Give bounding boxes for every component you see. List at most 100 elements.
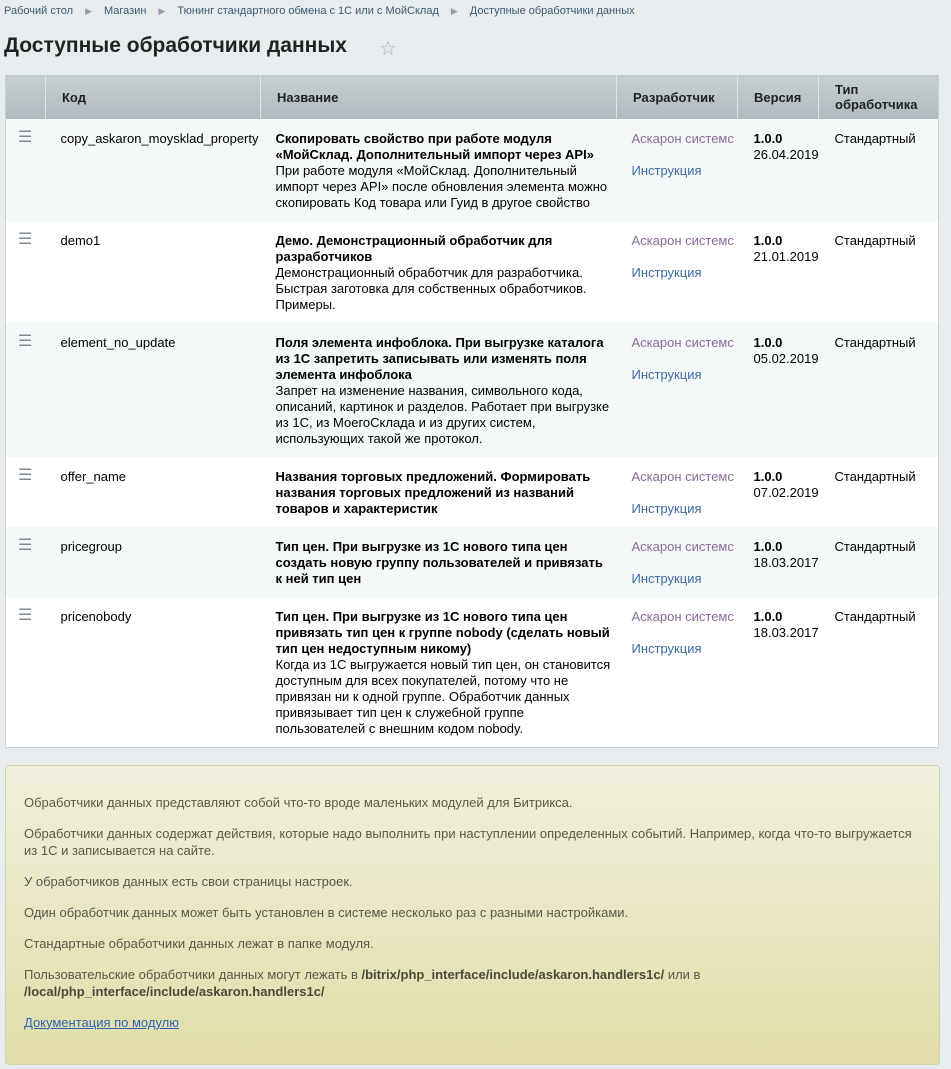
table-header: Код Название Разработчик Версия Тип обра… xyxy=(5,75,939,119)
handler-title: Названия торговых предложений. Формирова… xyxy=(275,468,591,516)
info-text: У обработчиков данных есть свои страницы… xyxy=(24,873,353,889)
cell-code: element_no_update xyxy=(45,322,261,457)
version-date: 18.03.2017 xyxy=(753,624,819,640)
menu-icon[interactable]: ☰ xyxy=(18,230,33,248)
cell-version: 1.0.0 26.04.2019 xyxy=(737,118,819,221)
instruction-link[interactable]: Инструкция xyxy=(631,570,702,586)
table-row[interactable]: ☰ demo1 Демо. Демонстрационный обработчи… xyxy=(6,221,939,323)
handler-description: Запрет на изменение названия, символьног… xyxy=(275,382,610,446)
cell-developer: Аскарон системс Инструкция xyxy=(617,457,738,527)
cell-name: Тип цен. При выгрузке из 1С нового типа … xyxy=(260,526,617,597)
cell-version: 1.0.0 21.01.2019 xyxy=(738,221,819,323)
version-number: 1.0.0 xyxy=(753,468,783,484)
cell-version: 1.0.0 18.03.2017 xyxy=(737,526,819,597)
star-icon[interactable]: ☆ xyxy=(379,38,397,60)
cell-version: 1.0.0 18.03.2017 xyxy=(738,597,819,748)
instruction-link[interactable]: Инструкция xyxy=(631,162,702,178)
cell-name: Тип цен. При выгрузке из 1С нового типа … xyxy=(261,597,617,748)
cell-version: 1.0.0 05.02.2019 xyxy=(737,322,819,457)
cell-developer: Аскарон системс Инструкция xyxy=(616,322,738,457)
version-number: 1.0.0 xyxy=(753,334,783,350)
cell-name: Поля элемента инфоблока. При выгрузке ка… xyxy=(260,322,617,457)
cell-version: 1.0.0 07.02.2019 xyxy=(738,457,819,527)
handler-title: Скопировать свойство при работе модуля «… xyxy=(275,130,594,162)
column-header-actions xyxy=(5,75,46,119)
menu-icon[interactable]: ☰ xyxy=(5,322,46,457)
menu-icon[interactable]: ☰ xyxy=(18,466,33,484)
instruction-link[interactable]: Инструкция xyxy=(631,500,702,516)
developer-link[interactable]: Аскарон системс xyxy=(631,538,734,554)
handler-title: Тип цен. При выгрузке из 1С нового типа … xyxy=(275,608,610,656)
breadcrumb: Рабочий стол ▶ Магазин ▶ Тюнинг стандартного… xyxy=(4,5,635,17)
info-text: Пользовательские обработчики данных могу… xyxy=(24,966,921,1000)
version-number: 1.0.0 xyxy=(753,232,783,248)
documentation-link[interactable]: Документация по модулю xyxy=(24,1014,180,1030)
info-box: Обработчики данных представляют собой чт… xyxy=(5,764,940,1065)
cell-developer: Аскарон системс Инструкция xyxy=(616,526,738,597)
cell-name: Названия торговых предложений. Формирова… xyxy=(261,457,617,527)
version-number: 1.0.0 xyxy=(753,130,783,146)
cell-code: offer_name xyxy=(60,468,127,484)
breadcrumb-item[interactable]: Доступные обработчики данных xyxy=(469,5,635,17)
info-text: Стандартные обработчики данных лежат в п… xyxy=(24,935,374,951)
version-date: 26.04.2019 xyxy=(753,146,819,162)
cell-type: Стандартный xyxy=(834,232,916,248)
info-text: Один обработчик данных может быть устано… xyxy=(24,904,629,920)
version-date: 21.01.2019 xyxy=(753,248,819,264)
info-text-part: Пользовательские обработчики данных могу… xyxy=(24,966,362,982)
cell-type: Стандартный xyxy=(818,322,939,457)
cell-code: pricenobody xyxy=(60,608,132,624)
breadcrumb-item[interactable]: Рабочий стол xyxy=(4,5,74,17)
version-date: 07.02.2019 xyxy=(753,484,819,500)
version-number: 1.0.0 xyxy=(753,608,783,624)
chevron-right-icon: ▶ xyxy=(158,6,166,16)
instruction-link[interactable]: Инструкция xyxy=(631,640,702,656)
developer-link[interactable]: Аскарон системс xyxy=(631,130,734,146)
info-text: Обработчики данных представляют собой чт… xyxy=(24,794,573,810)
cell-developer: Аскарон системс Инструкция xyxy=(616,118,738,221)
cell-developer: Аскарон системс Инструкция xyxy=(617,597,738,748)
column-header-type[interactable]: Тип обработчика xyxy=(818,75,939,119)
menu-icon[interactable]: ☰ xyxy=(5,526,46,597)
handlers-table: Код Название Разработчик Версия Тип обра… xyxy=(5,75,939,748)
cell-code: pricegroup xyxy=(45,526,261,597)
cell-name: Демо. Демонстрационный обработчик для ра… xyxy=(261,221,617,323)
handler-description: Демонстрационный обработчик для разработ… xyxy=(275,264,587,312)
handler-description: Когда из 1С выгружается новый тип цен, о… xyxy=(275,656,611,736)
developer-link[interactable]: Аскарон системс xyxy=(631,468,734,484)
table-row[interactable]: ☰ copy_askaron_moysklad_property Скопиро… xyxy=(5,118,939,221)
version-number: 1.0.0 xyxy=(753,538,783,554)
handler-title: Тип цен. При выгрузке из 1С нового типа … xyxy=(275,538,603,586)
cell-type: Стандартный xyxy=(818,118,939,221)
column-header-code[interactable]: Код xyxy=(45,75,261,119)
handler-description: При работе модуля «МойСклад. Дополнитель… xyxy=(275,162,608,210)
developer-link[interactable]: Аскарон системс xyxy=(631,608,734,624)
column-header-developer[interactable]: Разработчик xyxy=(616,75,738,119)
table-row[interactable]: ☰ pricenobody Тип цен. При выгрузке из 1… xyxy=(6,597,939,748)
menu-icon[interactable]: ☰ xyxy=(5,118,46,221)
menu-icon[interactable]: ☰ xyxy=(18,606,33,624)
developer-link[interactable]: Аскарон системс xyxy=(631,334,734,350)
handler-title: Поля элемента инфоблока. При выгрузке ка… xyxy=(275,334,604,382)
instruction-link[interactable]: Инструкция xyxy=(631,264,702,280)
breadcrumb-item[interactable]: Тюнинг стандартного обмена с 1С или с Мо… xyxy=(177,5,439,17)
info-text-part: или в xyxy=(664,966,701,982)
developer-link[interactable]: Аскарон системс xyxy=(631,232,734,248)
instruction-link[interactable]: Инструкция xyxy=(631,366,702,382)
handler-title: Демо. Демонстрационный обработчик для ра… xyxy=(275,232,553,264)
path: /bitrix/php_interface/include/askaron.ha… xyxy=(361,966,665,982)
cell-developer: Аскарон системс Инструкция xyxy=(617,221,738,323)
column-header-name[interactable]: Название xyxy=(260,75,617,119)
info-text: Обработчики данных содержат действия, ко… xyxy=(24,825,912,858)
version-date: 18.03.2017 xyxy=(753,554,819,570)
breadcrumb-item[interactable]: Магазин xyxy=(103,5,147,17)
table-row[interactable]: ☰ offer_name Названия торговых предложен… xyxy=(6,457,939,527)
cell-code: copy_askaron_moysklad_property xyxy=(45,118,261,221)
table-row[interactable]: ☰ pricegroup Тип цен. При выгрузке из 1С… xyxy=(5,526,939,597)
chevron-right-icon: ▶ xyxy=(450,6,458,16)
table-row[interactable]: ☰ element_no_update Поля элемента инфобл… xyxy=(5,322,939,457)
column-header-version[interactable]: Версия xyxy=(737,75,819,119)
path: /local/php_interface/include/askaron.han… xyxy=(24,983,325,999)
cell-type: Стандартный xyxy=(818,526,939,597)
